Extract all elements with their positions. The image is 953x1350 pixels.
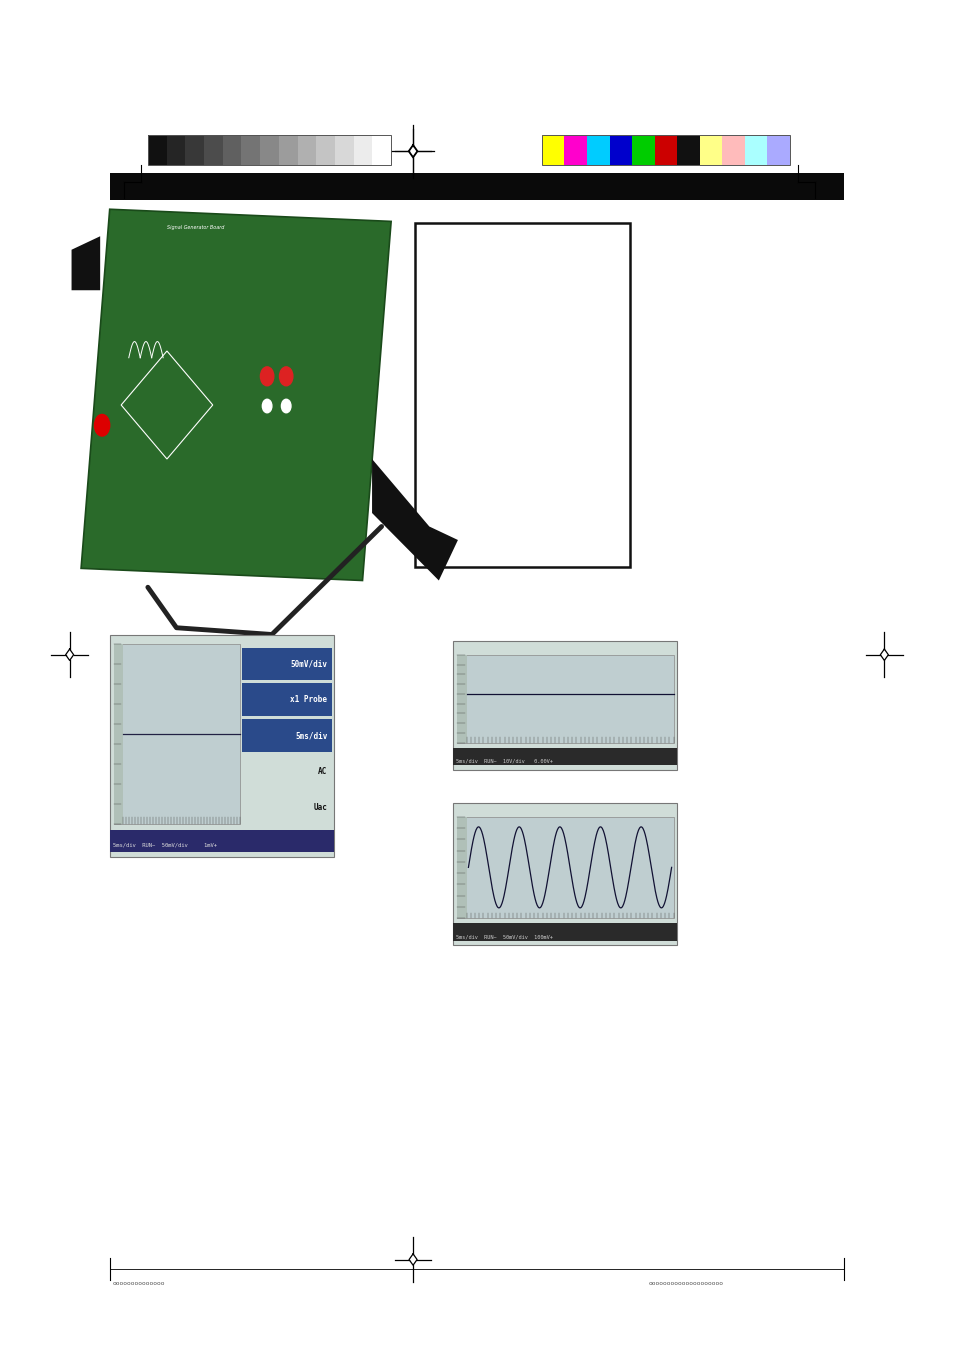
Bar xyxy=(110,634,334,857)
Text: x1 Probe: x1 Probe xyxy=(290,695,327,705)
Text: 5ms/div  RUN~  10V/div   0.00V+: 5ms/div RUN~ 10V/div 0.00V+ xyxy=(456,759,553,764)
Text: Uac: Uac xyxy=(314,803,327,811)
Text: AC: AC xyxy=(318,767,327,776)
Text: SWAC INPUT: SWAC INPUT xyxy=(89,367,92,393)
Bar xyxy=(456,655,673,743)
Bar xyxy=(185,135,204,165)
Text: 5ms/div  RUN~  50mV/div     1mV+: 5ms/div RUN~ 50mV/div 1mV+ xyxy=(112,842,216,848)
Text: 5ms/div  RUN~  50mV/div  100mV+: 5ms/div RUN~ 50mV/div 100mV+ xyxy=(456,934,553,940)
Bar xyxy=(453,748,677,765)
Bar xyxy=(699,135,721,165)
Circle shape xyxy=(281,400,291,413)
Bar xyxy=(586,135,609,165)
Bar xyxy=(241,648,332,680)
Bar xyxy=(677,135,699,165)
Circle shape xyxy=(279,367,293,386)
Circle shape xyxy=(94,414,110,436)
Bar xyxy=(609,135,632,165)
Bar xyxy=(541,135,564,165)
Bar xyxy=(222,135,241,165)
Bar xyxy=(632,135,654,165)
Text: 50mV/div: 50mV/div xyxy=(290,659,327,668)
Bar xyxy=(766,135,789,165)
Text: oooooooooooooooooooo: oooooooooooooooooooo xyxy=(648,1281,723,1287)
Bar xyxy=(335,135,354,165)
Text: Signal Generator Board: Signal Generator Board xyxy=(167,225,224,231)
Bar xyxy=(654,135,677,165)
Circle shape xyxy=(262,400,272,413)
Bar xyxy=(354,135,372,165)
Bar xyxy=(241,720,332,752)
Text: 5ms/div: 5ms/div xyxy=(294,730,327,740)
Bar xyxy=(110,173,843,200)
Bar xyxy=(113,644,239,824)
Bar xyxy=(297,135,316,165)
Bar xyxy=(415,223,629,567)
Bar xyxy=(148,135,391,165)
Bar xyxy=(721,135,744,165)
Polygon shape xyxy=(81,209,391,580)
Bar xyxy=(541,135,789,165)
Bar xyxy=(453,803,677,945)
Bar xyxy=(456,655,466,743)
Bar xyxy=(456,817,466,918)
Text: oooooooooooooo: oooooooooooooo xyxy=(112,1281,165,1287)
Bar xyxy=(564,135,586,165)
Bar xyxy=(278,135,297,165)
Bar xyxy=(260,135,278,165)
Polygon shape xyxy=(372,459,457,580)
Bar xyxy=(372,135,391,165)
Bar xyxy=(453,923,677,941)
Bar xyxy=(110,830,334,852)
Bar xyxy=(456,817,673,918)
Bar xyxy=(241,135,260,165)
Bar xyxy=(167,135,185,165)
Bar xyxy=(744,135,766,165)
Bar xyxy=(241,683,332,716)
Bar xyxy=(204,135,222,165)
Polygon shape xyxy=(71,236,100,290)
Bar xyxy=(453,641,677,770)
Bar xyxy=(148,135,167,165)
Circle shape xyxy=(260,367,274,386)
Bar xyxy=(113,644,123,824)
Bar xyxy=(316,135,335,165)
